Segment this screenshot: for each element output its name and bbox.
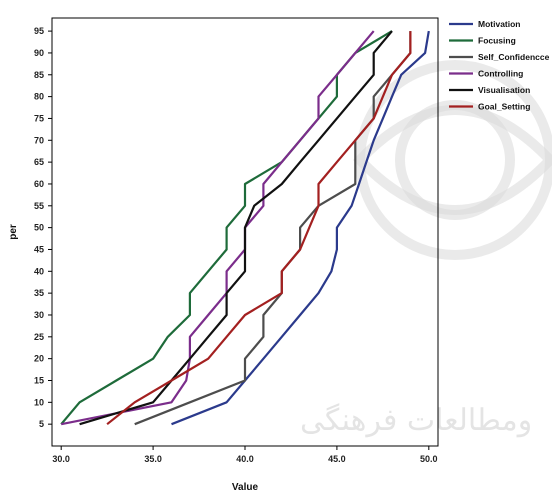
legend-label: Focusing (478, 36, 516, 46)
y-axis-ticks: 5 10 15 20 25 30 35 40 45 50 55 60 65 70 75 80 85 90 95 (34, 26, 52, 429)
y-tick-label: 70 (34, 135, 44, 145)
y-tick-label: 80 (34, 92, 44, 102)
x-tick-label: 40.0 (236, 454, 254, 464)
watermark: ﻭﻣﻄﺎﻟﻌﺎﺕ ﻓﺮﻫﻨﮕﯽ (300, 60, 552, 438)
x-tick-label: 45.0 (328, 454, 346, 464)
y-tick-label: 85 (34, 70, 44, 80)
y-axis-label: per (8, 224, 19, 240)
y-tick-label: 90 (34, 48, 44, 58)
y-tick-label: 60 (34, 179, 44, 189)
x-tick-label: 30.0 (52, 454, 70, 464)
y-tick-label: 30 (34, 310, 44, 320)
y-tick-label: 10 (34, 397, 44, 407)
series-lines (60, 30, 430, 426)
y-tick-label: 55 (34, 201, 44, 211)
y-tick-label: 40 (34, 266, 44, 276)
legend-label: Visualisation (478, 85, 530, 95)
y-tick-label: 15 (34, 375, 44, 385)
plot-area: 30.0 35.0 40.0 45.0 50.0 5 10 15 20 25 30 35 40 45 50… (34, 17, 439, 464)
series-line-goal-setting (106, 31, 412, 426)
x-axis-ticks: 30.0 35.0 40.0 45.0 50.0 (52, 446, 438, 464)
series-line-self-confidencce (134, 31, 412, 426)
x-tick-label: 35.0 (144, 454, 162, 464)
y-tick-label: 45 (34, 244, 44, 254)
y-tick-label: 75 (34, 113, 44, 123)
legend-label: Controlling (478, 69, 523, 79)
legend-label: Goal_Setting (478, 102, 530, 112)
series-line-controlling (60, 30, 375, 426)
x-tick-label: 50.0 (420, 454, 438, 464)
y-tick-label: 65 (34, 157, 44, 167)
series-line-visualisation (79, 30, 393, 426)
legend-label: Motivation (478, 19, 521, 29)
series-line-focusing (60, 30, 393, 425)
y-tick-label: 35 (34, 288, 44, 298)
legend-label: Self_Confidencce (478, 52, 550, 62)
y-tick-label: 50 (34, 223, 44, 233)
y-tick-label: 25 (34, 332, 44, 342)
y-tick-label: 5 (39, 419, 44, 429)
svg-text:ﻭﻣﻄﺎﻟﻌﺎﺕ ﻓﺮﻫﻨﮕﯽ: ﻭﻣﻄﺎﻟﻌﺎﺕ ﻓﺮﻫﻨﮕﯽ (300, 403, 532, 438)
x-axis-label: Value (232, 482, 259, 493)
y-tick-label: 95 (34, 26, 44, 36)
legend: Motivation Focusing Self_Confidencce Contro… (449, 19, 550, 112)
y-tick-label: 20 (34, 354, 44, 364)
series-line-motivation (171, 30, 430, 426)
